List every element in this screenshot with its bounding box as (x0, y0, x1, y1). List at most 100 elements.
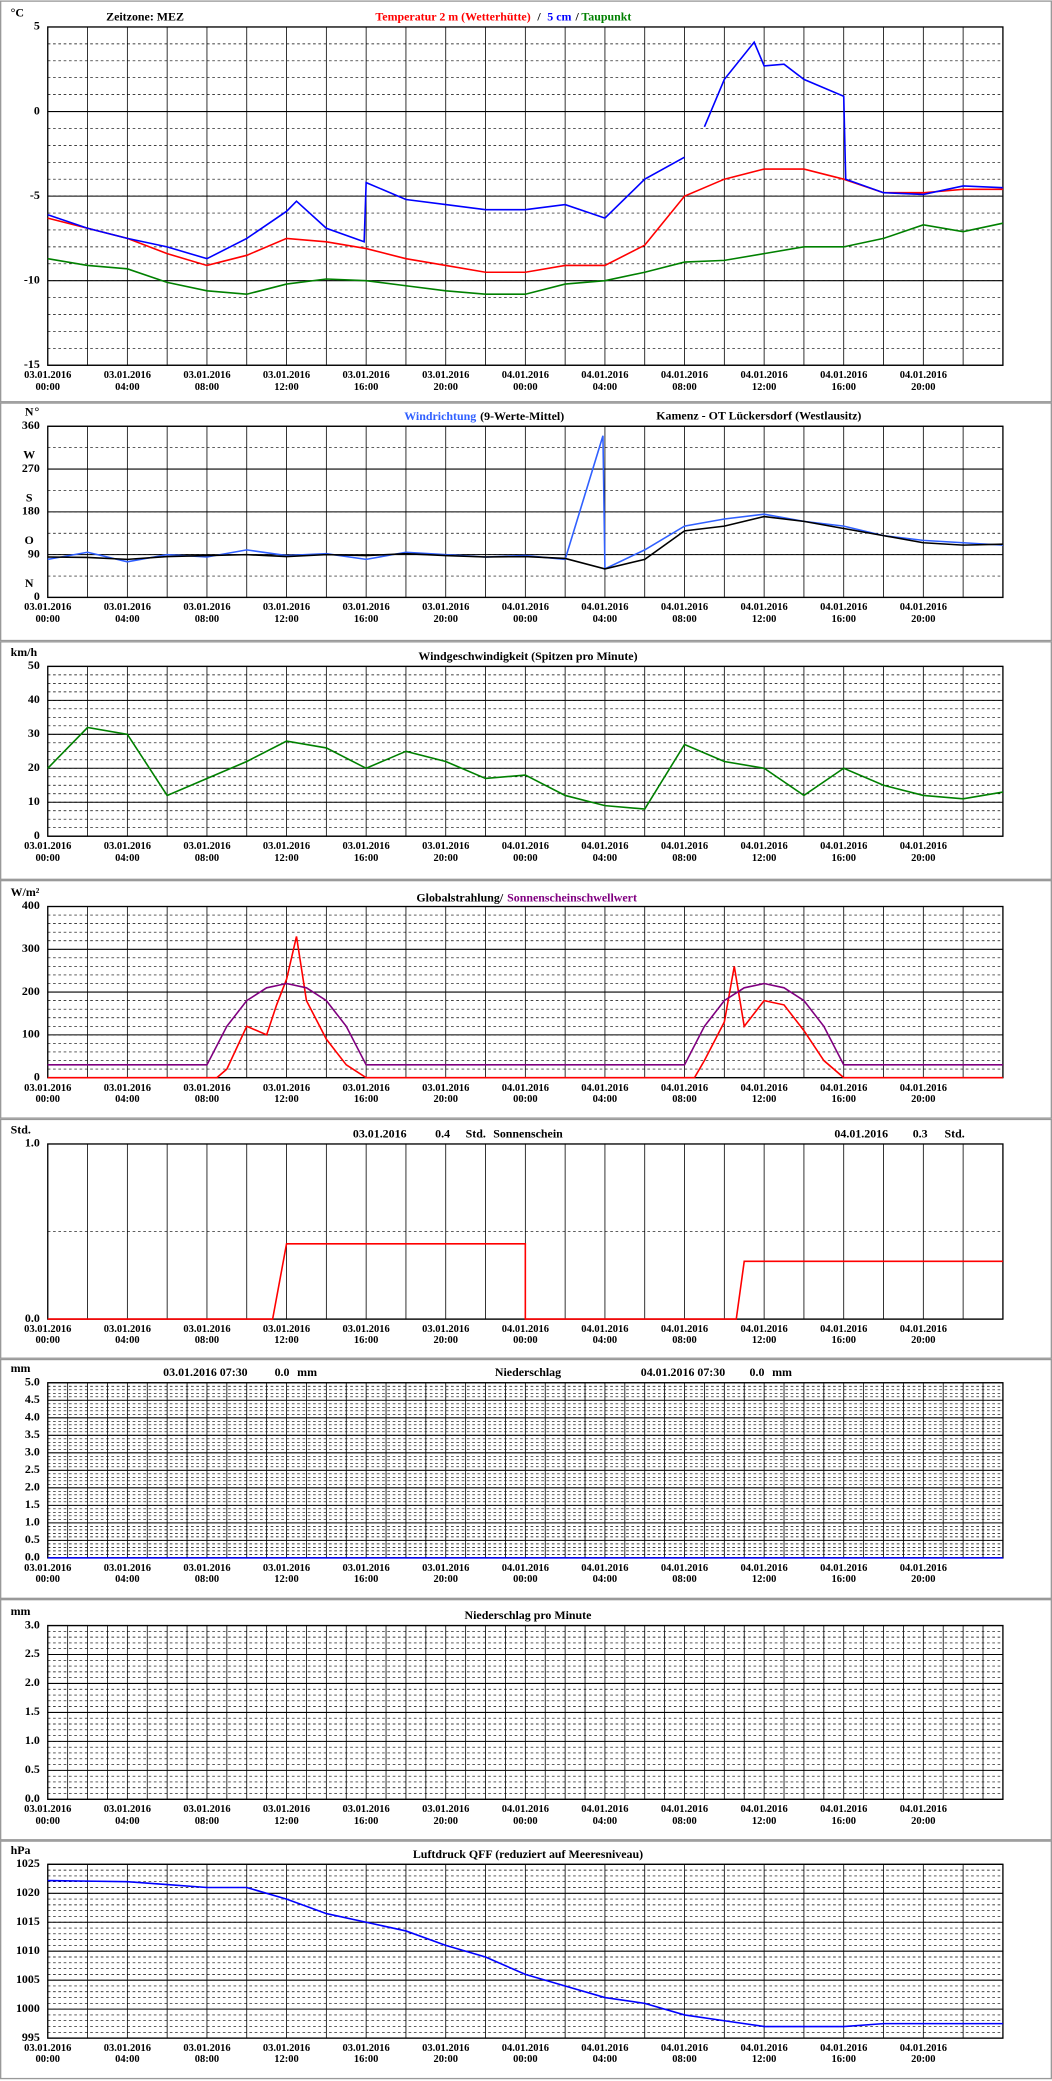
title-part: Temperatur 2 m (Wetterhütte) (375, 9, 530, 23)
y-tick-label: 4.0 (25, 1410, 40, 1424)
x-tick-label: 04.01.2016 20:00 (899, 1804, 947, 1827)
y-unit: ° (34, 405, 39, 419)
x-tick-label: 03.01.2016 12:00 (262, 1323, 311, 1347)
total-date: 04.01.2016 (834, 1126, 888, 1140)
total-unit: Std. (466, 1126, 486, 1140)
total-unit: mm (297, 1365, 317, 1379)
x-tick-label: 04.01.2016 16:00 (820, 370, 868, 393)
series-line (47, 726, 1004, 810)
x-tick-label: 04.01.2016 00:00 (501, 2042, 549, 2066)
total-date: 04.01.2016 07:30 (641, 1365, 725, 1379)
x-tick-label: 03.01.2016 00:00 (24, 1082, 72, 1106)
x-tick-label: 04.01.2016 16:00 (820, 602, 868, 625)
x-tick-label: 03.01.2016 20:00 (422, 1082, 470, 1106)
y-tick-label: 1.0 (25, 1733, 40, 1747)
x-tick-label: 03.01.2016 12:00 (262, 841, 311, 864)
series-line (47, 168, 1003, 274)
x-tick-label: 03.01.2016 00:00 (24, 1323, 72, 1347)
x-tick-label: 04.01.2016 20:00 (899, 841, 947, 864)
x-tick-label: 03.01.2016 08:00 (183, 1562, 231, 1586)
x-tick-label: 04.01.2016 16:00 (820, 1082, 868, 1106)
x-tick-label: 03.01.2016 04:00 (103, 1323, 151, 1347)
x-tick-label: 04.01.2016 04:00 (581, 1562, 629, 1586)
x-tick-label: 04.01.2016 08:00 (660, 1323, 709, 1347)
y-tick-label: 1.5 (25, 1704, 40, 1718)
y-tick-label: 0 (34, 103, 40, 117)
total-unit: Std. (945, 1126, 965, 1140)
y-tick-label: 2.5 (25, 1462, 40, 1476)
x-tick-label: 03.01.2016 04:00 (103, 1562, 151, 1586)
x-tick-label: 03.01.2016 04:00 (103, 370, 151, 393)
series-line (47, 1242, 1003, 1320)
y-tick-label: 0 (34, 589, 40, 603)
x-tick-label: 04.01.2016 20:00 (899, 602, 947, 625)
x-tick-label: 03.01.2016 16:00 (342, 370, 390, 393)
x-tick-label: 04.01.2016 16:00 (820, 2042, 868, 2066)
y-tick-label: 180 (22, 504, 40, 518)
x-tick-label: 04.01.2016 08:00 (660, 1804, 709, 1827)
total-value: 0.3 (913, 1126, 928, 1140)
panel (0, 1358, 1052, 1600)
x-tick-label: 03.01.2016 16:00 (342, 841, 390, 864)
total-date: 03.01.2016 07:30 (163, 1365, 247, 1379)
x-tick-label: 04.01.2016 08:00 (660, 602, 709, 625)
y-tick-label: 90 (28, 546, 40, 560)
x-tick-label: 04.01.2016 00:00 (501, 1562, 549, 1586)
y-unit: mm (11, 1604, 31, 1618)
y-tick-label: 2.5 (25, 1646, 40, 1660)
x-tick-label: 04.01.2016 08:00 (660, 2042, 709, 2066)
total-date: 03.01.2016 (353, 1126, 407, 1140)
series-line (47, 982, 1003, 1066)
x-tick-label: 03.01.2016 16:00 (342, 1323, 390, 1347)
y-unit: Std. (11, 1122, 31, 1136)
x-tick-label: 03.01.2016 08:00 (183, 2042, 231, 2066)
x-tick-label: 04.01.2016 08:00 (660, 1082, 709, 1106)
x-tick-label: 04.01.2016 16:00 (820, 1562, 868, 1586)
x-tick-label: 03.01.2016 04:00 (103, 841, 151, 864)
x-tick-label: 03.01.2016 20:00 (422, 370, 470, 393)
x-tick-label: 04.01.2016 16:00 (820, 841, 868, 864)
x-tick-label: 04.01.2016 08:00 (660, 841, 709, 864)
x-tick-label: 03.01.2016 12:00 (262, 1804, 311, 1827)
x-tick-label: 04.01.2016 20:00 (899, 370, 947, 393)
x-tick-label: 03.01.2016 08:00 (183, 370, 231, 393)
panel (0, 0, 1052, 403)
y-tick-label: 1025 (16, 1856, 40, 1870)
x-tick-label: 04.01.2016 04:00 (581, 841, 629, 864)
y-tick-label: 200 (22, 984, 40, 998)
x-tick-label: 03.01.2016 16:00 (342, 602, 390, 625)
y-tick-label: 0 (34, 1069, 40, 1083)
y-unit: mm (11, 1361, 31, 1375)
title-part: Windrichtung (404, 409, 476, 423)
plot-frame (47, 425, 1004, 599)
y-tick-label: 40 (28, 692, 40, 706)
y-tick-label: 995 (22, 2030, 40, 2044)
x-tick-label: 03.01.2016 00:00 (24, 2042, 72, 2066)
title: Globalstrahlung/Sonnenscheinschwellwert (416, 890, 637, 904)
x-tick-label: 03.01.2016 16:00 (342, 1082, 390, 1106)
y-unit: °C (11, 5, 24, 19)
total-value: 0.0 (750, 1365, 765, 1379)
y-tick-label: 0.0 (25, 1311, 40, 1325)
panel (0, 641, 1052, 880)
title-part: / (499, 890, 504, 904)
x-tick-label: 03.01.2016 20:00 (422, 1562, 470, 1586)
panel (0, 1840, 1052, 2080)
y-unit: hPa (11, 1843, 31, 1857)
y-tick-label: 0.5 (25, 1762, 40, 1776)
x-tick-label: 03.01.2016 20:00 (422, 602, 470, 625)
x-tick-label: 04.01.2016 00:00 (501, 602, 549, 625)
compass-label: N (25, 576, 34, 590)
timezone: Zeitzone: MEZ (106, 9, 184, 23)
total-value: 0.4 (435, 1126, 450, 1140)
y-tick-label: 1000 (16, 2001, 40, 2015)
chart-title: Niederschlag pro Minute (465, 1608, 592, 1622)
x-tick-label: 04.01.2016 08:00 (660, 370, 709, 393)
compass-label: O (25, 533, 34, 547)
compass-label: S (26, 490, 33, 504)
x-tick-label: 04.01.2016 00:00 (501, 1804, 549, 1827)
plot-frame (47, 1624, 1004, 1800)
y-tick-label: 5 (34, 19, 40, 33)
x-tick-label: 04.01.2016 20:00 (899, 1323, 947, 1347)
